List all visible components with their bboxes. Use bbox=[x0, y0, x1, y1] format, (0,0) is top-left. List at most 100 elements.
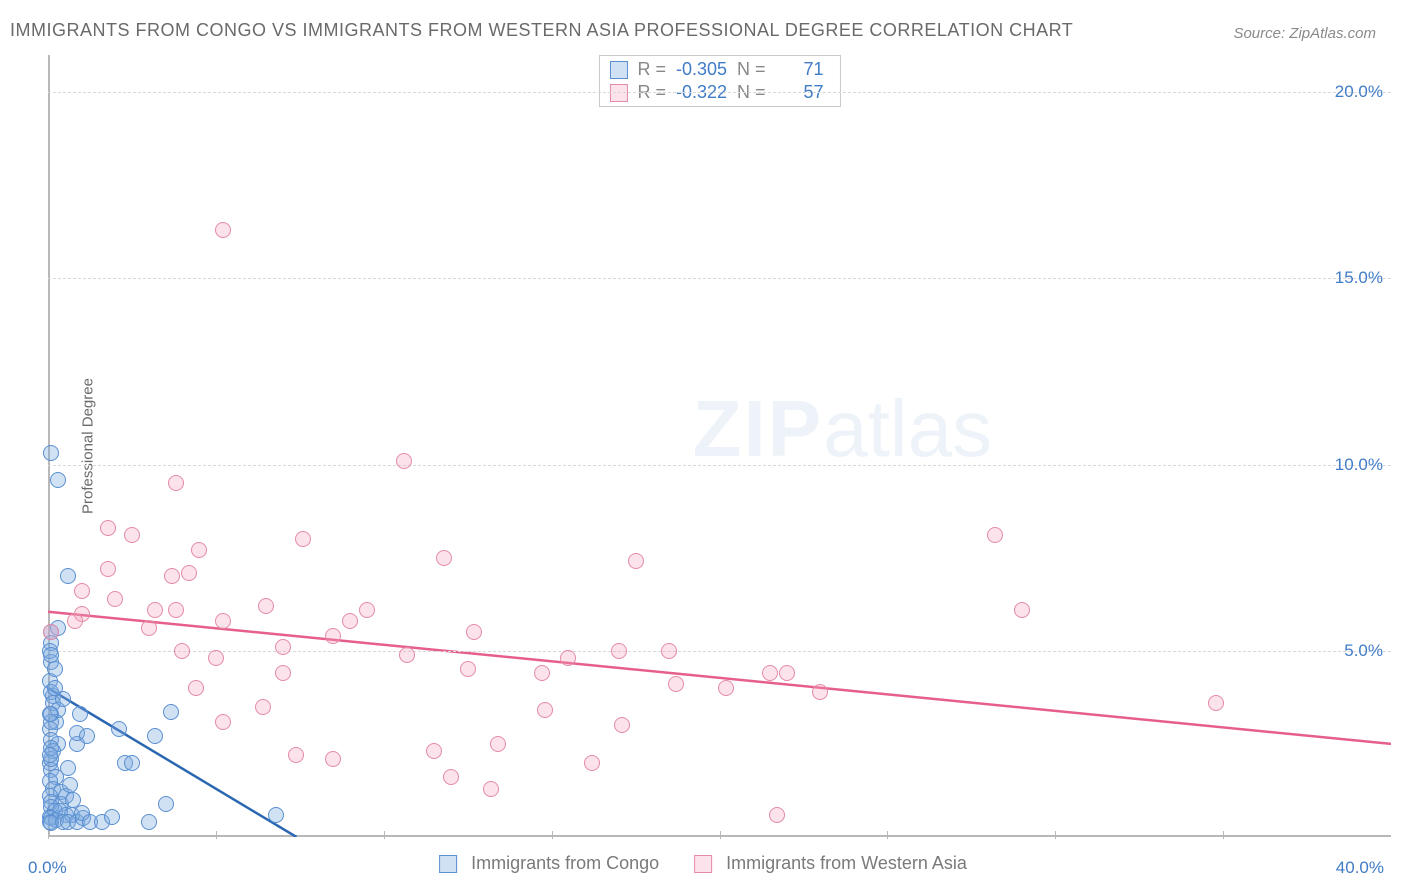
y-tick-label: 5.0% bbox=[1344, 641, 1383, 661]
scatter-point-series-0 bbox=[163, 704, 179, 720]
stat-n-label: N = bbox=[737, 59, 766, 80]
scatter-point-series-0 bbox=[62, 777, 78, 793]
legend-item-0: Immigrants from Congo bbox=[439, 853, 659, 874]
scatter-point-series-0 bbox=[158, 796, 174, 812]
x-tick bbox=[1055, 831, 1056, 839]
stat-r-value-0: -0.305 bbox=[670, 59, 733, 80]
scatter-point-series-1 bbox=[668, 676, 684, 692]
x-tick bbox=[384, 831, 385, 839]
x-tick bbox=[1223, 831, 1224, 839]
scatter-point-series-1 bbox=[560, 650, 576, 666]
scatter-point-series-1 bbox=[215, 714, 231, 730]
scatter-point-series-0 bbox=[43, 445, 59, 461]
scatter-point-series-1 bbox=[769, 807, 785, 823]
scatter-point-series-0 bbox=[43, 647, 59, 663]
legend-item-1: Immigrants from Western Asia bbox=[694, 853, 967, 874]
scatter-point-series-1 bbox=[779, 665, 795, 681]
scatter-point-series-1 bbox=[483, 781, 499, 797]
x-axis-start-label: 0.0% bbox=[28, 858, 67, 878]
scatter-point-series-1 bbox=[359, 602, 375, 618]
scatter-point-series-0 bbox=[60, 568, 76, 584]
scatter-point-series-1 bbox=[490, 736, 506, 752]
scatter-point-series-1 bbox=[188, 680, 204, 696]
scatter-point-series-0 bbox=[79, 728, 95, 744]
scatter-point-series-1 bbox=[812, 684, 828, 700]
scatter-point-series-1 bbox=[100, 520, 116, 536]
y-tick-label: 20.0% bbox=[1335, 82, 1383, 102]
scatter-point-series-0 bbox=[55, 691, 71, 707]
scatter-point-series-0 bbox=[42, 747, 58, 763]
scatter-point-series-1 bbox=[466, 624, 482, 640]
x-tick bbox=[887, 831, 888, 839]
legend-label-0: Immigrants from Congo bbox=[471, 853, 659, 874]
scatter-point-series-0 bbox=[124, 755, 140, 771]
scatter-point-series-1 bbox=[215, 613, 231, 629]
scatter-point-series-1 bbox=[168, 475, 184, 491]
scatter-point-series-1 bbox=[174, 643, 190, 659]
scatter-point-series-1 bbox=[611, 643, 627, 659]
y-tick-label: 15.0% bbox=[1335, 268, 1383, 288]
stat-r-label: R = bbox=[637, 59, 666, 80]
scatter-point-series-1 bbox=[208, 650, 224, 666]
plot-area: ZIPatlas R = -0.305 N = 71 R = -0.322 N … bbox=[48, 55, 1391, 837]
scatter-point-series-1 bbox=[168, 602, 184, 618]
scatter-point-series-0 bbox=[147, 728, 163, 744]
gridline bbox=[48, 92, 1391, 93]
trend-lines-layer bbox=[48, 55, 1391, 837]
scatter-point-series-1 bbox=[164, 568, 180, 584]
source-attribution: Source: ZipAtlas.com bbox=[1233, 25, 1376, 42]
scatter-point-series-1 bbox=[74, 583, 90, 599]
scatter-point-series-1 bbox=[325, 751, 341, 767]
gridline bbox=[48, 465, 1391, 466]
scatter-point-series-1 bbox=[443, 769, 459, 785]
scatter-point-series-1 bbox=[141, 620, 157, 636]
scatter-point-series-1 bbox=[147, 602, 163, 618]
x-tick bbox=[720, 831, 721, 839]
scatter-point-series-1 bbox=[987, 527, 1003, 543]
trend-line-series-1 bbox=[48, 612, 1391, 744]
scatter-point-series-1 bbox=[43, 624, 59, 640]
legend-swatch-0 bbox=[439, 855, 457, 873]
scatter-point-series-0 bbox=[50, 472, 66, 488]
scatter-point-series-1 bbox=[584, 755, 600, 771]
scatter-point-series-0 bbox=[268, 807, 284, 823]
scatter-point-series-1 bbox=[258, 598, 274, 614]
scatter-point-series-1 bbox=[396, 453, 412, 469]
scatter-point-series-1 bbox=[191, 542, 207, 558]
scatter-point-series-1 bbox=[1014, 602, 1030, 618]
gridline bbox=[48, 651, 1391, 652]
scatter-point-series-1 bbox=[342, 613, 358, 629]
scatter-point-series-1 bbox=[460, 661, 476, 677]
watermark: ZIPatlas bbox=[693, 383, 992, 475]
scatter-point-series-1 bbox=[100, 561, 116, 577]
scatter-point-series-0 bbox=[104, 809, 120, 825]
scatter-point-series-1 bbox=[275, 665, 291, 681]
y-tick-label: 10.0% bbox=[1335, 455, 1383, 475]
legend-label-1: Immigrants from Western Asia bbox=[726, 853, 967, 874]
x-axis-end-label: 40.0% bbox=[1336, 858, 1384, 878]
scatter-point-series-1 bbox=[399, 647, 415, 663]
scatter-point-series-0 bbox=[42, 706, 58, 722]
stat-n-value-0: 71 bbox=[770, 59, 830, 80]
scatter-point-series-0 bbox=[47, 661, 63, 677]
scatter-point-series-1 bbox=[295, 531, 311, 547]
scatter-point-series-1 bbox=[181, 565, 197, 581]
scatter-point-series-1 bbox=[107, 591, 123, 607]
scatter-point-series-1 bbox=[534, 665, 550, 681]
scatter-point-series-1 bbox=[275, 639, 291, 655]
scatter-point-series-1 bbox=[215, 222, 231, 238]
legend: Immigrants from Congo Immigrants from We… bbox=[439, 853, 967, 874]
x-tick bbox=[216, 831, 217, 839]
scatter-point-series-0 bbox=[72, 706, 88, 722]
scatter-point-series-1 bbox=[1208, 695, 1224, 711]
scatter-point-series-0 bbox=[111, 721, 127, 737]
scatter-point-series-1 bbox=[288, 747, 304, 763]
x-tick bbox=[552, 831, 553, 839]
scatter-point-series-1 bbox=[718, 680, 734, 696]
watermark-zip: ZIP bbox=[693, 384, 823, 473]
scatter-point-series-1 bbox=[537, 702, 553, 718]
scatter-point-series-1 bbox=[67, 613, 83, 629]
chart-title: IMMIGRANTS FROM CONGO VS IMMIGRANTS FROM… bbox=[10, 20, 1073, 41]
scatter-point-series-1 bbox=[628, 553, 644, 569]
scatter-point-series-1 bbox=[661, 643, 677, 659]
